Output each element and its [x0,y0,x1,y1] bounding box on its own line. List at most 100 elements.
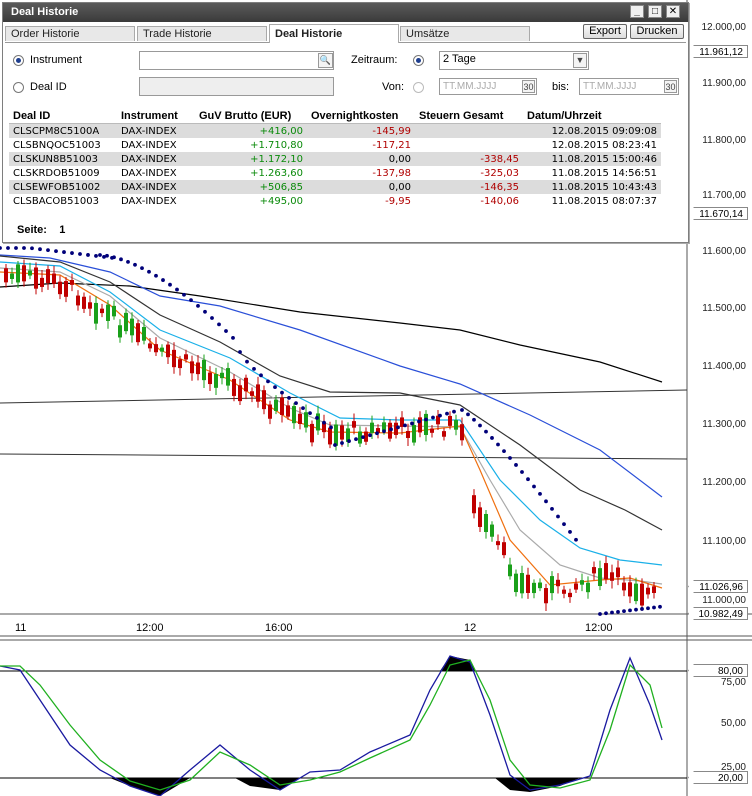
stochastic-oscillator [0,655,687,796]
column-header[interactable]: Deal ID [9,109,117,124]
cell-steuern: -325,03 [480,167,519,179]
osc-label: 75,00 [720,677,746,688]
candle-body [250,391,254,396]
export-button[interactable]: Export [583,24,627,39]
page-label: Seite: [17,224,47,236]
y-label: 11.800,00 [702,135,746,146]
candle-body [526,574,530,594]
column-header[interactable]: Instrument [117,109,195,124]
candle-body [592,567,596,574]
cell-overnight: 0,00 [307,152,415,166]
deal-id-input[interactable] [139,77,334,96]
tab-bar: Order Historie Trade Historie Deal Histo… [5,24,686,43]
cell-datum: 11.08.2015 15:00:46 [523,152,661,166]
tab-umsaetze[interactable]: Umsätze [400,26,530,41]
psar-dot [375,431,379,436]
table-row[interactable]: CLSKRDOB51009 DAX-INDEX +1.263,60 -137,9… [9,166,661,180]
osc-d-line [0,659,663,791]
cell-overnight: -9,95 [385,195,411,207]
candle-body [130,318,134,336]
candle-body [616,567,620,578]
candle-body [490,524,494,537]
cell-guv: +416,00 [195,123,307,138]
zeitraum-select[interactable]: 2 Tage ▼ [439,51,589,70]
candle-body [268,404,272,419]
candle-body [508,564,512,577]
table-row[interactable]: CLSBNQOC51003 DAX-INDEX +1.710,80 -117,2… [9,138,661,152]
print-button[interactable]: Drucken [630,24,684,39]
psar-dot [496,442,500,447]
candle-body [400,417,404,427]
y-label: 11.600,00 [702,246,746,257]
psar-dot [484,429,488,434]
candle-body [622,582,626,591]
candle-body [502,542,506,556]
candle-body [280,397,284,415]
candle-body [370,422,374,433]
table-row[interactable]: CLSEWFOB51002 DAX-INDEX +506,85 0,00 -14… [9,180,661,194]
psar-dot [396,425,400,430]
candle-body [472,495,476,514]
instrument-input[interactable] [139,51,334,70]
instrument-radio[interactable] [13,55,24,66]
psar-dot [189,298,193,303]
x-label: 12 [464,622,477,634]
calendar-icon[interactable]: 30 [522,80,535,93]
bis-date-input[interactable]: TT.MM.JJJJ [579,78,679,95]
maximize-icon[interactable]: □ [648,5,662,18]
psar-dot [224,329,228,333]
candle-body [202,359,206,381]
candle-body [604,563,608,580]
y-label: 11.300,00 [702,419,746,430]
table-row[interactable]: CLSCPM8C5100A DAX-INDEX +416,00 -145,99 … [9,123,661,138]
dialog-titlebar[interactable]: Deal Historie _ □ ✕ [3,3,688,22]
minimize-icon[interactable]: _ [630,5,644,18]
candlesticks [4,259,656,612]
von-radio[interactable] [413,82,424,93]
calendar-icon[interactable]: 30 [664,80,677,93]
psar-dot [604,611,608,616]
close-icon[interactable]: ✕ [666,5,680,18]
psar-dot [210,316,214,320]
column-header[interactable]: Datum/Uhrzeit [523,109,661,124]
candle-body [322,422,326,433]
osc-fill [495,778,580,792]
tab-order-historie[interactable]: Order Historie [5,26,135,41]
chevron-down-icon[interactable]: ▼ [573,53,587,68]
psar-dot [340,441,344,445]
von-date-input[interactable]: TT.MM.JJJJ [439,78,537,95]
cell-guv: +506,85 [195,180,307,194]
page-number[interactable]: 1 [59,224,66,236]
table-row[interactable]: CLSBACOB51003 DAX-INDEX +495,00 -9,95 -1… [9,194,661,208]
candle-body [16,264,20,283]
candle-body [196,362,200,375]
zeitraum-radio[interactable] [413,55,424,66]
candle-body [394,422,398,435]
psar-dot [622,609,626,614]
candle-body [634,583,638,602]
tab-deal-historie[interactable]: Deal Historie [269,24,399,43]
column-header[interactable]: Steuern Gesamt [415,109,523,124]
psar-dot [544,499,548,504]
psar-dot [30,246,34,251]
tab-trade-historie[interactable]: Trade Historie [137,26,267,41]
cell-datum: 11.08.2015 14:56:51 [551,167,657,179]
x-label: 11 [15,622,27,634]
table-row[interactable]: CLSKUN8B51003 DAX-INDEX +1.172,10 0,00 -… [9,152,661,166]
candle-body [274,399,278,411]
candle-body [64,281,68,297]
cell-deal-id: CLSBACOB51003 [13,195,99,207]
search-icon[interactable]: 🔍 [318,53,333,68]
candle-body [112,305,116,317]
candle-body [238,385,242,402]
osc-label: 50,00 [720,718,746,729]
column-header[interactable]: Overnightkosten [307,109,415,124]
candle-body [142,327,146,341]
psar-dot [105,253,109,258]
psar-dot [389,427,393,432]
column-header[interactable]: GuV Brutto (EUR) [195,109,307,124]
candle-body [580,580,584,585]
deal-id-radio[interactable] [13,82,24,93]
psar-dot [329,425,333,430]
